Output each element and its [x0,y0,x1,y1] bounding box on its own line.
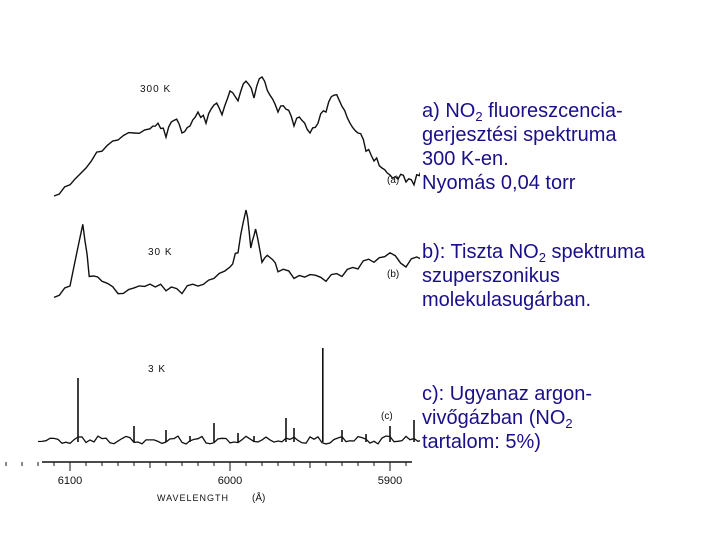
annotation-a-pre: a) NO [422,100,476,122]
annotation-a-line2: gerjesztési spektruma [422,124,617,146]
annotation-a-sub: 2 [475,109,483,124]
annotation-c-line2-pre: vivőgázban (NO [422,407,566,429]
panel-tag-a: (a) [387,175,399,186]
annotation-c-line1: c): Ugyanaz argon- [422,383,593,405]
x-axis-label: WAVELENGTH [157,493,229,503]
annotation-b-sub: 2 [538,250,546,265]
spectrum-trace-b [53,209,420,299]
annotation-a-line4: Nyomás 0,04 torr [422,172,576,194]
panel-tag-b: (b) [387,269,399,280]
x-tick-label-6100: 6100 [58,475,82,487]
spectrum-trace-a [53,76,420,197]
x-axis: 6100600059005800 [5,461,412,487]
annotation-a: a) NO2 fluoreszcencia- gerjesztési spekt… [422,99,623,195]
spectra-figure: 300 K (a) 30 K (b) 3 K (c) 6100600059005… [5,76,420,504]
annotation-b-pre: b): Tiszta NO [422,241,539,263]
x-tick-label-6000: 6000 [218,475,242,487]
temp-label-b: 30 K [148,247,173,258]
annotation-b-line1-rest: spektruma [545,241,645,263]
plot-layer [37,76,420,445]
annotation-b: b): Tiszta NO2 spektruma szuperszonikus … [422,240,645,312]
annotation-c-sub: 2 [565,416,573,431]
x-axis-unit: (Å) [252,491,265,504]
temp-label-a: 300 K [140,84,171,95]
annotation-a-line3: 300 K-en. [422,148,509,170]
annotation-c: c): Ugyanaz argon- vivőgázban (NO2 tarta… [422,382,592,454]
spectrum-baseline-c [37,435,420,445]
annotation-b-line3: molekulasugárban. [422,289,591,311]
x-tick-label-5900: 5900 [378,475,402,487]
annotation-c-line3: tartalom: 5%) [422,431,541,453]
panel-tag-c: (c) [381,411,393,422]
temp-label-c: 3 K [148,364,166,375]
annotation-b-line2: szuperszonikus [422,265,560,287]
annotation-a-line1-rest: fluoreszcencia- [482,100,623,122]
